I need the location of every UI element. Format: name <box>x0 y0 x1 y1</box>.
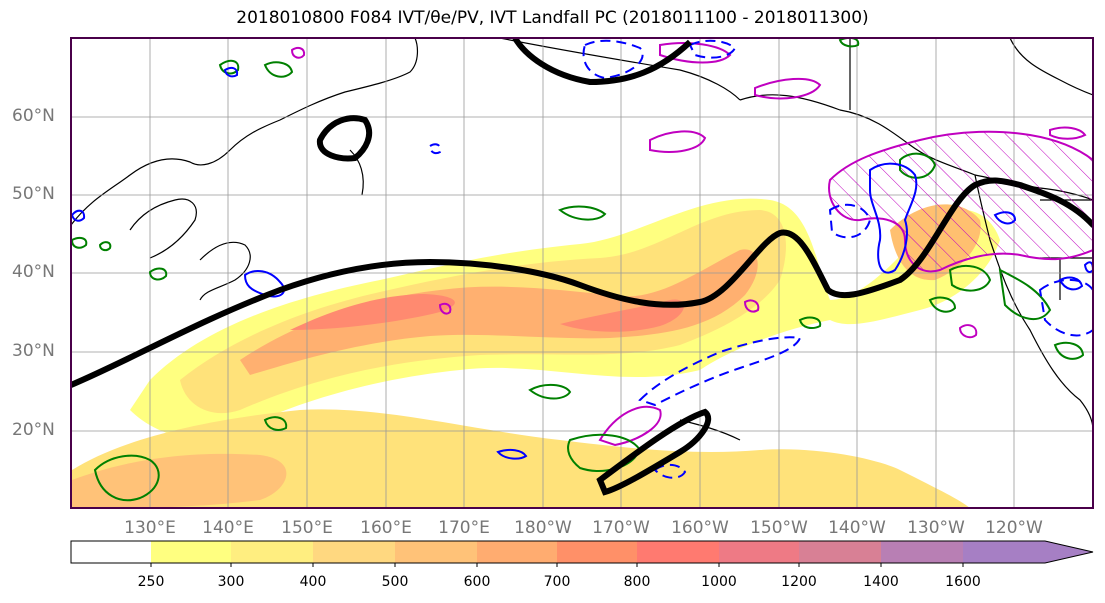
negative-pc-contours <box>71 66 1093 460</box>
colorbar-tick-label: 400 <box>299 574 327 590</box>
lat-label: 50°N <box>12 184 55 204</box>
colorbar-tick-label: 250 <box>137 574 165 590</box>
colorbar <box>70 540 1094 567</box>
lat-label: 20°N <box>12 420 55 440</box>
colorbar-tick-label: 1600 <box>945 574 981 590</box>
jet-stream-line <box>71 177 1093 388</box>
lon-label: 170°W <box>592 518 650 538</box>
map-frame <box>70 37 1094 509</box>
colorbar-tick-label: 1000 <box>701 574 737 590</box>
lon-label: 160°W <box>671 518 729 538</box>
jet-loop-south <box>596 408 712 496</box>
colorbar-tick-label: 1200 <box>781 574 817 590</box>
lat-label: 40°N <box>12 262 55 282</box>
lon-label: 140°W <box>828 518 886 538</box>
lat-label: 30°N <box>12 341 55 361</box>
lon-label: 120°W <box>985 518 1043 538</box>
lon-label: 140°E <box>202 518 254 538</box>
colorbar-tick-label: 500 <box>381 574 409 590</box>
jet-upper-arc <box>512 38 693 86</box>
map-title: 2018010800 F084 IVT/θe/PV, IVT Landfall … <box>236 8 869 28</box>
lon-label: 150°W <box>750 518 808 538</box>
jet-loop-north <box>316 115 373 162</box>
ivt-field-500b <box>72 453 287 508</box>
colorbar-tick-label: 1400 <box>863 574 899 590</box>
lon-label: 130°E <box>124 518 176 538</box>
lon-label: 130°W <box>907 518 965 538</box>
negative-pc-dashed-contours <box>428 39 1093 479</box>
lat-label: 60°N <box>12 106 55 126</box>
lon-label: 170°E <box>438 518 490 538</box>
colorbar-tick-label: 800 <box>623 574 651 590</box>
colorbar-tick-label: 700 <box>543 574 571 590</box>
ivt-field-700b <box>560 299 684 332</box>
lon-label: 150°E <box>281 518 333 538</box>
lon-label: 160°E <box>360 518 412 538</box>
ivt-field-500 <box>240 249 758 375</box>
ivt-field-700 <box>290 294 455 330</box>
colorbar-tick-label: 600 <box>463 574 491 590</box>
colorbar-tick-label: 300 <box>217 574 245 590</box>
lon-label: 180°W <box>514 518 572 538</box>
